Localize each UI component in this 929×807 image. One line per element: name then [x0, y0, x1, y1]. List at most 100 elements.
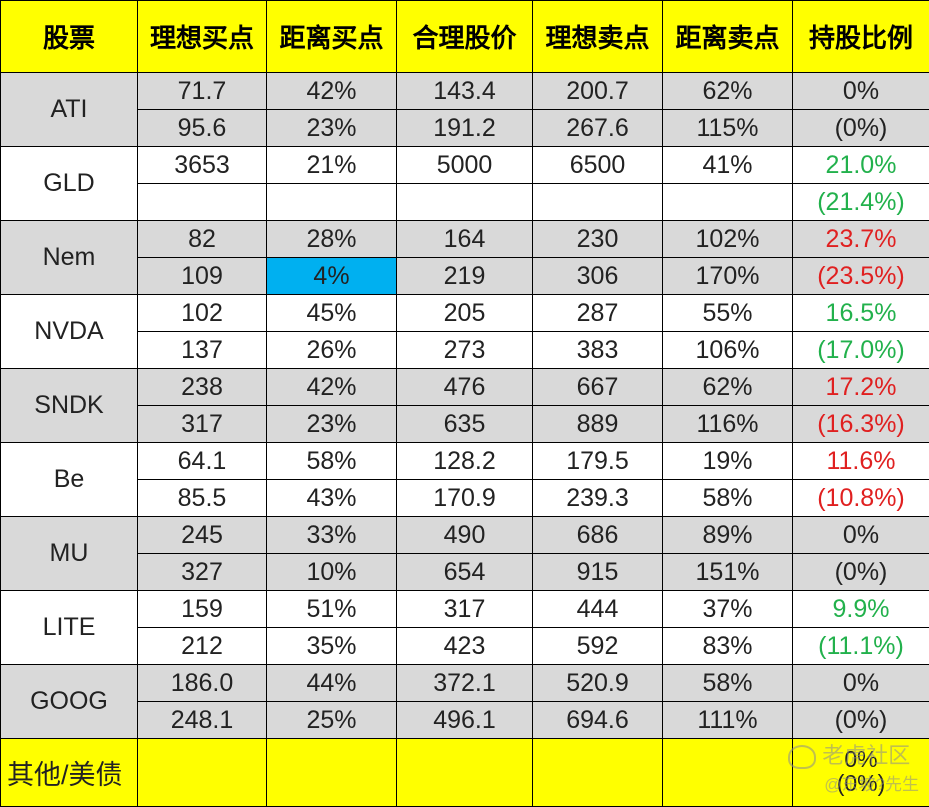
table-row: 248.1 25% 496.1 694.6 111% (0%) — [1, 701, 929, 739]
table-row: 317 23% 635 889 116% (16.3%) — [1, 405, 929, 443]
holding-ratio-cell: 9.9% — [792, 590, 929, 628]
ideal-buy-cell: 238 — [137, 368, 267, 406]
distance-buy-cell: 28% — [266, 220, 397, 258]
distance-sell-cell: 111% — [662, 701, 793, 739]
footer-row: 其他/美债 0% (0%) — [0, 738, 929, 807]
ticker-cell: Be — [0, 442, 138, 517]
table-row: 137 26% 273 383 106% (17.0%) — [1, 331, 929, 369]
ticker-cell: SNDK — [0, 368, 138, 443]
holding-ratio-cell: 17.2% — [792, 368, 929, 406]
table-row: Be 64.1 58% 128.2 179.5 19% 11.6% — [0, 442, 929, 517]
ideal-sell-cell: 179.5 — [532, 442, 663, 480]
distance-buy-cell: 35% — [266, 627, 397, 665]
distance-sell-cell: 106% — [662, 331, 793, 369]
ideal-sell-cell — [532, 183, 663, 221]
fair-price-cell: 191.2 — [396, 109, 533, 147]
ideal-buy-cell: 159 — [137, 590, 267, 628]
holding-ratio-cell: (10.8%) — [792, 479, 929, 517]
fair-price-cell: 372.1 — [396, 664, 533, 702]
ideal-sell-cell: 686 — [532, 516, 663, 554]
table-row: MU 245 33% 490 686 89% 0% — [0, 516, 929, 591]
other-bonds-label: 其他/美债 — [0, 738, 138, 807]
distance-buy-cell: 25% — [266, 701, 397, 739]
ideal-sell-cell: 239.3 — [532, 479, 663, 517]
holding-ratio-cell: 11.6% — [792, 442, 929, 480]
ideal-buy-cell: 327 — [137, 553, 267, 591]
header-fair-price: 合理股价 — [396, 0, 533, 73]
footer-empty-cell — [137, 738, 267, 807]
holding-ratio-cell: (0%) — [792, 701, 929, 739]
distance-buy-cell: 23% — [266, 109, 397, 147]
distance-buy-cell: 44% — [266, 664, 397, 702]
footer-empty-cell — [396, 738, 533, 807]
distance-buy-cell: 23% — [266, 405, 397, 443]
fair-price-cell — [396, 183, 533, 221]
table-row: 85.5 43% 170.9 239.3 58% (10.8%) — [1, 479, 929, 517]
distance-sell-cell: 55% — [662, 294, 793, 332]
header-ideal-buy: 理想买点 — [137, 0, 267, 73]
ideal-sell-cell: 267.6 — [532, 109, 663, 147]
distance-buy-cell — [266, 183, 397, 221]
ideal-sell-cell: 592 — [532, 627, 663, 665]
ideal-buy-cell: 3653 — [137, 146, 267, 184]
distance-sell-cell — [662, 183, 793, 221]
distance-buy-cell: 42% — [266, 72, 397, 110]
distance-sell-cell: 37% — [662, 590, 793, 628]
ideal-buy-cell: 71.7 — [137, 72, 267, 110]
distance-buy-cell: 45% — [266, 294, 397, 332]
distance-sell-cell: 19% — [662, 442, 793, 480]
ideal-sell-cell: 6500 — [532, 146, 663, 184]
fair-price-cell: 317 — [396, 590, 533, 628]
table-row: 327 10% 654 915 151% (0%) — [1, 553, 929, 591]
ideal-buy-cell: 82 — [137, 220, 267, 258]
ideal-sell-cell: 306 — [532, 257, 663, 295]
distance-sell-cell: 102% — [662, 220, 793, 258]
ideal-buy-cell: 102 — [137, 294, 267, 332]
distance-buy-cell: 42% — [266, 368, 397, 406]
table-row: 95.6 23% 191.2 267.6 115% (0%) — [1, 109, 929, 147]
holding-ratio-cell: (17.0%) — [792, 331, 929, 369]
ideal-buy-cell: 137 — [137, 331, 267, 369]
table-row: GOOG 186.0 44% 372.1 520.9 58% 0% — [0, 664, 929, 739]
table-row: (21.4%) — [1, 183, 929, 221]
holding-ratio-cell: (23.5%) — [792, 257, 929, 295]
holding-ratio-cell: 0% — [792, 516, 929, 554]
fair-price-cell: 496.1 — [396, 701, 533, 739]
distance-buy-cell: 10% — [266, 553, 397, 591]
footer-hold-line1: 0% — [844, 746, 878, 772]
distance-sell-cell: 89% — [662, 516, 793, 554]
distance-buy-cell: 33% — [266, 516, 397, 554]
holding-ratio-cell: (11.1%) — [792, 627, 929, 665]
distance-sell-cell: 41% — [662, 146, 793, 184]
fair-price-cell: 273 — [396, 331, 533, 369]
header-ideal-sell: 理想卖点 — [532, 0, 663, 73]
distance-sell-cell: 83% — [662, 627, 793, 665]
ideal-sell-cell: 230 — [532, 220, 663, 258]
ideal-sell-cell: 915 — [532, 553, 663, 591]
ideal-sell-cell: 520.9 — [532, 664, 663, 702]
ideal-sell-cell: 889 — [532, 405, 663, 443]
ticker-cell: GOOG — [0, 664, 138, 739]
ideal-buy-cell: 95.6 — [137, 109, 267, 147]
ideal-buy-cell — [137, 183, 267, 221]
distance-sell-cell: 58% — [662, 479, 793, 517]
distance-sell-cell: 115% — [662, 109, 793, 147]
table-row: SNDK 238 42% 476 667 62% 17.2% — [0, 368, 929, 443]
ideal-sell-cell: 287 — [532, 294, 663, 332]
fair-price-cell: 170.9 — [396, 479, 533, 517]
ticker-cell: ATI — [0, 72, 138, 147]
fair-price-cell: 654 — [396, 553, 533, 591]
ticker-cell: Nem — [0, 220, 138, 295]
ideal-sell-cell: 667 — [532, 368, 663, 406]
table-row: Nem 82 28% 164 230 102% 23.7% — [0, 220, 929, 295]
fair-price-cell: 476 — [396, 368, 533, 406]
distance-sell-cell: 170% — [662, 257, 793, 295]
fair-price-cell: 164 — [396, 220, 533, 258]
fair-price-cell: 219 — [396, 257, 533, 295]
distance-buy-cell: 21% — [266, 146, 397, 184]
distance-buy-cell: 4% — [266, 257, 397, 295]
ticker-cell: LITE — [0, 590, 138, 665]
footer-empty-cell — [662, 738, 793, 807]
fair-price-cell: 205 — [396, 294, 533, 332]
distance-buy-cell: 26% — [266, 331, 397, 369]
